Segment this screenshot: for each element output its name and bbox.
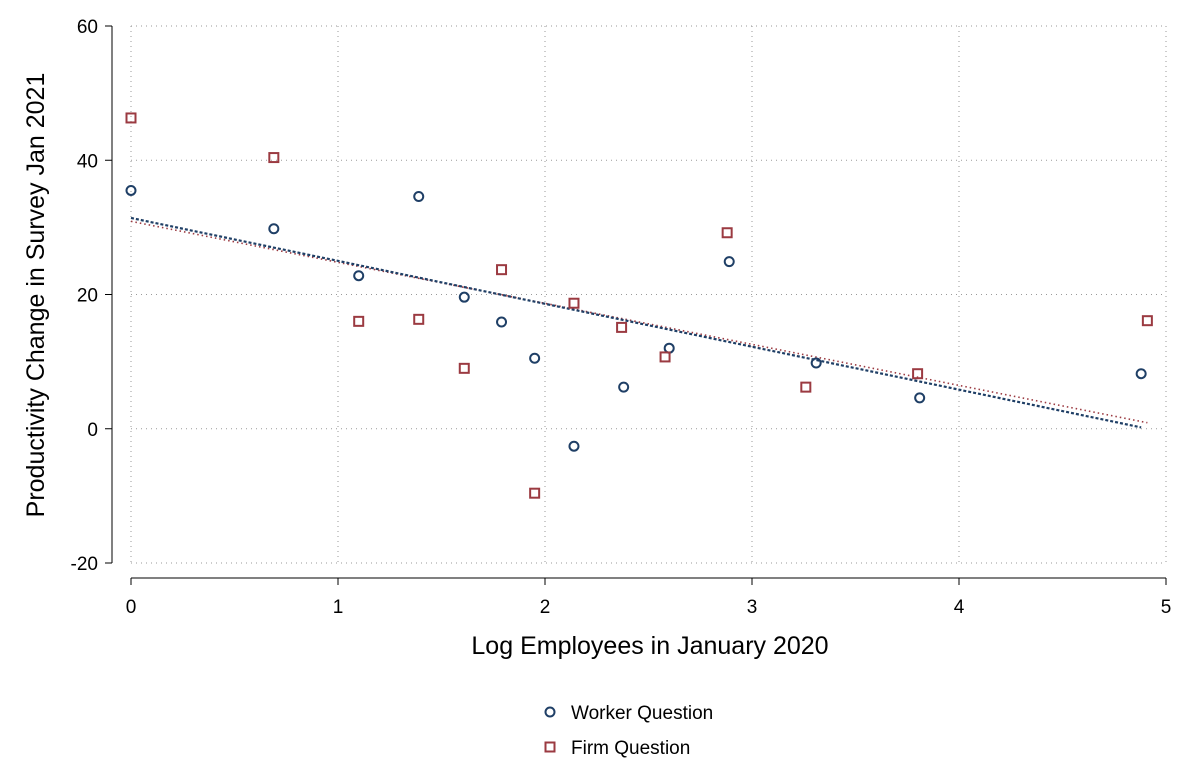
firm-point [496,264,508,276]
firm-point [1141,315,1153,327]
firm-point [912,368,924,380]
x-axis-title: Log Employees in January 2020 [471,632,828,660]
axis-ticks: -20 0 20 40 60 0 1 2 3 4 5 [71,17,1172,618]
worker-point [458,291,470,303]
y-tick-label: 60 [77,17,98,38]
x-tick-label: 1 [333,597,344,618]
legend-circle-marker [544,706,556,718]
worker-point [1135,368,1147,380]
worker-point [914,392,926,404]
data-points [125,112,1153,499]
firm-point [125,112,137,124]
fit-lines [130,216,1148,429]
firm-point [568,297,580,309]
legend: Worker Question Firm Question [544,703,713,758]
worker-point [268,223,280,235]
firm-point [800,381,812,393]
x-tick-label: 0 [126,597,137,618]
worker-point [413,190,425,202]
firm-point [616,321,628,333]
y-axis-title: Productivity Change in Survey Jan 2021 [22,73,50,518]
worker-point [618,381,630,393]
firm-point [458,362,470,374]
worker-point [496,316,508,328]
worker-point [723,256,735,268]
firm-point [659,351,671,363]
firm-point [413,313,425,325]
firm-point [529,487,541,499]
worker-point [529,352,541,364]
legend-label-worker: Worker Question [571,703,713,724]
worker-point [353,270,365,282]
y-tick-label: 40 [77,151,98,172]
firm-point [721,227,733,239]
y-tick-label: -20 [71,554,98,575]
firm-fit-line [130,220,1148,424]
x-tick-label: 5 [1161,597,1172,618]
legend-item-firm: Firm Question [544,738,690,758]
firm-point [268,152,280,164]
legend-item-worker: Worker Question [544,703,713,724]
legend-label-firm: Firm Question [571,738,690,758]
worker-fit-line [130,216,1142,429]
x-tick-label: 2 [540,597,551,618]
y-tick-label: 20 [77,286,98,307]
x-tick-label: 4 [954,597,965,618]
worker-point [810,357,822,369]
x-tick-label: 3 [747,597,758,618]
firm-point [353,315,365,327]
y-tick-label: 0 [87,420,98,441]
worker-point [125,184,137,196]
worker-point [568,440,580,452]
legend-square-marker [544,741,556,753]
